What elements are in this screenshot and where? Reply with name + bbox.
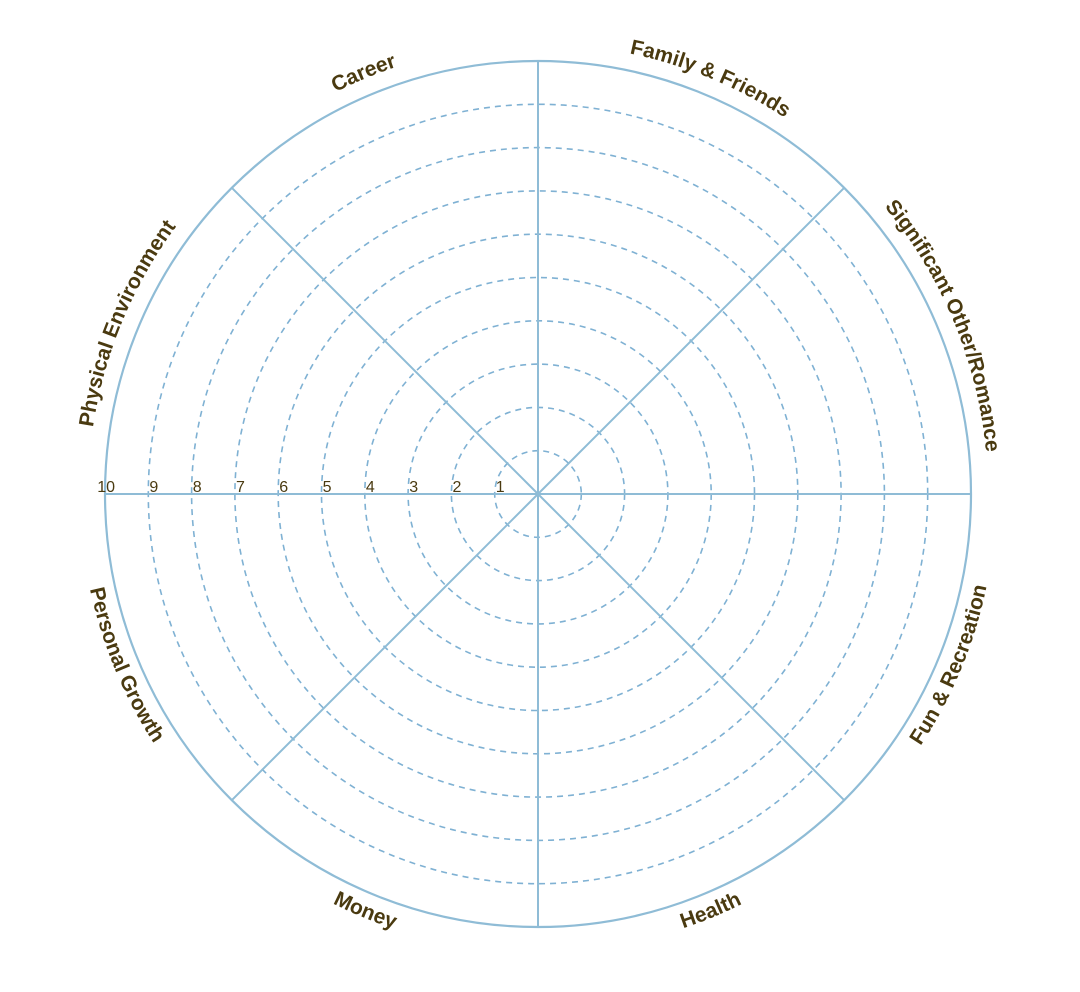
spoke-135 [231,493,539,801]
category-label-money: Money [330,887,400,933]
category-label-personal-growth: Personal Growth [85,585,169,746]
spoke-225 [231,187,539,495]
scale-label-10: 10 [97,479,115,496]
scale-label-7: 7 [236,479,245,496]
outer-circle [103,59,973,929]
scale-label-6: 6 [279,479,288,496]
scale-label-8: 8 [193,479,202,496]
scale-labels: 1 2 3 4 5 6 7 8 9 10 [97,479,505,496]
category-labels: Career Family & Friends Significant Other/… [75,36,1004,934]
spoke-45 [537,493,845,801]
category-label-physical-environment: Physical Environment [75,216,180,428]
category-label-fun-and-recreation: Fun & Recreation [905,582,991,748]
spoke-315 [537,187,845,495]
category-label-significant-other-romance: Significant Other/Romance [880,195,1004,452]
outer-circle-group [103,59,973,929]
scale-label-3: 3 [409,479,418,496]
scale-label-1: 1 [496,479,505,496]
category-label-family-and-friends: Family & Friends [628,36,794,122]
scale-label-9: 9 [149,479,158,496]
scale-label-2: 2 [452,479,461,496]
scale-label-4: 4 [366,479,375,496]
category-label-health: Health [677,888,744,934]
scale-label-5: 5 [323,479,332,496]
spokes [105,61,971,927]
category-label-career: Career [328,50,399,97]
